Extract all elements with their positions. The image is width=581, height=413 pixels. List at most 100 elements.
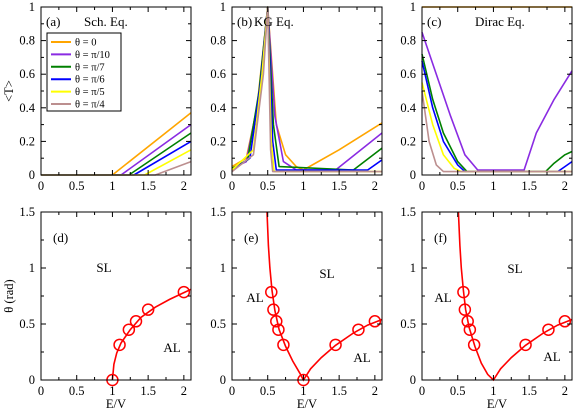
y-tick-label: 0.8 bbox=[400, 34, 416, 48]
y-tick-label: 0 bbox=[410, 168, 416, 182]
y-axis-label: <T> bbox=[2, 80, 16, 102]
region-label: AL bbox=[246, 290, 263, 305]
panel-a bbox=[40, 6, 192, 176]
y-tick-label: 1.5 bbox=[210, 205, 226, 219]
x-tick-label: 1.5 bbox=[521, 179, 537, 193]
data-point bbox=[558, 315, 572, 328]
x-tick-label: 1.5 bbox=[140, 384, 156, 398]
region-label: SL bbox=[319, 266, 334, 281]
data-point bbox=[141, 303, 155, 316]
legend bbox=[46, 32, 122, 112]
x-tick-label: 1 bbox=[300, 179, 306, 193]
data-point bbox=[129, 315, 143, 328]
y-tick-label: 0 bbox=[220, 373, 226, 387]
y-axis-label: θ (rad) bbox=[2, 279, 16, 312]
region-label: SL bbox=[96, 260, 111, 275]
data-point bbox=[519, 338, 532, 352]
series-line bbox=[421, 31, 573, 171]
region-label: AL bbox=[163, 340, 180, 355]
x-tick-label: 0 bbox=[38, 179, 44, 193]
data-point bbox=[277, 338, 290, 352]
panel-b bbox=[231, 6, 383, 176]
series-line bbox=[421, 60, 573, 173]
x-tick-label: 0 bbox=[229, 384, 235, 398]
x-tick-label: 1.5 bbox=[521, 384, 537, 398]
y-tick-label: 0.2 bbox=[210, 134, 226, 148]
y-tick-label: 0.4 bbox=[400, 101, 416, 115]
data-point bbox=[457, 285, 470, 299]
y-tick-label: 0.6 bbox=[19, 67, 35, 81]
y-tick-label: 1 bbox=[220, 261, 226, 275]
panel-title: KG Eq. bbox=[254, 14, 294, 29]
panel-title: Sch. Eq. bbox=[84, 14, 128, 29]
data-point bbox=[542, 323, 555, 336]
boundary-curve bbox=[457, 211, 573, 382]
y-tick-label: 0.4 bbox=[19, 101, 35, 115]
x-tick-label: 0.5 bbox=[260, 179, 276, 193]
y-tick-label: 1 bbox=[29, 0, 35, 14]
y-tick-label: 0 bbox=[29, 373, 35, 387]
x-tick-label: 0.5 bbox=[69, 384, 85, 398]
panel-f bbox=[421, 211, 573, 382]
x-tick-label: 0 bbox=[419, 179, 425, 193]
legend-entry: θ = π/10 bbox=[75, 50, 110, 61]
panel-d bbox=[40, 211, 192, 387]
y-tick-label: 0.5 bbox=[210, 317, 226, 331]
series-line bbox=[231, 6, 382, 173]
y-tick-label: 0.6 bbox=[210, 67, 226, 81]
y-tick-label: 1.5 bbox=[19, 205, 35, 219]
data-point bbox=[467, 338, 481, 352]
data-point bbox=[270, 315, 283, 328]
y-tick-label: 0.8 bbox=[19, 34, 35, 48]
x-axis-label: E/V bbox=[487, 397, 507, 411]
data-point bbox=[329, 338, 342, 352]
x-tick-label: 2 bbox=[372, 384, 378, 398]
x-tick-label: 1.5 bbox=[331, 179, 347, 193]
data-point bbox=[463, 323, 477, 336]
data-point bbox=[177, 285, 191, 299]
series-line bbox=[421, 90, 572, 173]
data-point bbox=[113, 338, 126, 352]
series-line bbox=[41, 123, 192, 176]
data-point bbox=[265, 285, 278, 299]
panel-label: (f) bbox=[434, 230, 447, 245]
y-tick-label: 0.5 bbox=[400, 317, 416, 331]
x-tick-label: 1.5 bbox=[331, 384, 347, 398]
data-point bbox=[458, 303, 472, 316]
y-tick-label: 0.5 bbox=[19, 317, 35, 331]
x-tick-label: 0 bbox=[38, 384, 44, 398]
legend-entry: θ = π/7 bbox=[75, 62, 105, 73]
x-tick-label: 2 bbox=[562, 179, 568, 193]
data-point bbox=[461, 315, 474, 328]
axes-frame bbox=[421, 6, 573, 176]
x-tick-label: 0.5 bbox=[260, 384, 276, 398]
x-tick-label: 0 bbox=[229, 179, 235, 193]
panel-label: (e) bbox=[244, 230, 258, 245]
y-tick-label: 1 bbox=[220, 0, 226, 14]
x-tick-label: 0 bbox=[419, 384, 425, 398]
legend-entry: θ = π/4 bbox=[75, 100, 105, 111]
x-tick-label: 1 bbox=[490, 179, 496, 193]
legend-box bbox=[46, 32, 122, 112]
panel-label: (d) bbox=[53, 230, 68, 245]
y-tick-label: 0.4 bbox=[210, 101, 226, 115]
x-axis-label: E/V bbox=[297, 397, 317, 411]
x-tick-label: 2 bbox=[562, 384, 568, 398]
panel-label: (c) bbox=[427, 14, 441, 29]
legend-entry: θ = π/6 bbox=[75, 75, 105, 86]
legend-entry: θ = π/5 bbox=[75, 87, 105, 98]
y-tick-label: 0.6 bbox=[400, 67, 416, 81]
x-tick-label: 2 bbox=[372, 179, 378, 193]
y-tick-label: 0 bbox=[410, 373, 416, 387]
x-tick-label: 1 bbox=[300, 384, 306, 398]
region-label: AL bbox=[434, 290, 451, 305]
x-tick-label: 0.5 bbox=[450, 384, 466, 398]
y-tick-label: 1 bbox=[410, 261, 416, 275]
x-tick-label: 0.5 bbox=[450, 179, 466, 193]
y-tick-label: 0 bbox=[29, 168, 35, 182]
data-point bbox=[267, 303, 280, 316]
y-tick-label: 1 bbox=[410, 0, 416, 14]
x-tick-label: 1.5 bbox=[140, 179, 156, 193]
data-point bbox=[122, 323, 136, 336]
panel-label: (b) bbox=[237, 14, 252, 29]
